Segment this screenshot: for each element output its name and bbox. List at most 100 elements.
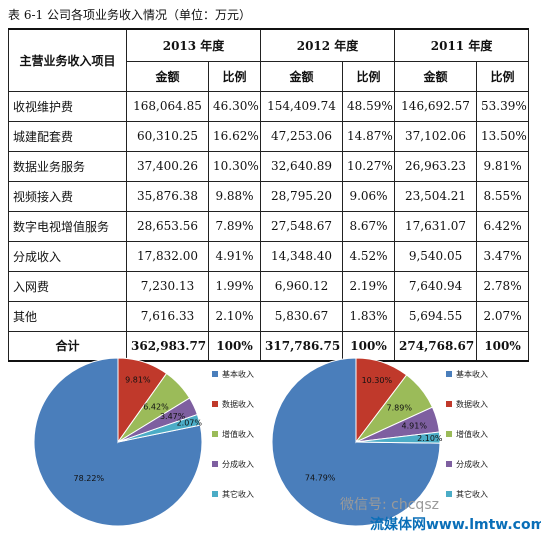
table-row: 视频接入费 35,876.38 9.88% 28,795.20 9.06% 23,504.… xyxy=(8,180,530,212)
pie-slice xyxy=(117,413,201,443)
pie-data-label: 7.89% xyxy=(387,403,413,412)
year-header: 2011 年度 xyxy=(394,28,530,62)
pie-chart-1: 78.22% 9.81% 6.42%3.47%2.07% 基本收入数据收入增值收入分成… xyxy=(33,357,254,527)
legend-label: 增值收入 xyxy=(222,429,254,439)
amount-cell: 362,983.77 xyxy=(126,330,209,362)
table-row: 数据业务服务 37,400.26 10.30% 32,640.89 10.27% 26,9… xyxy=(8,150,530,182)
ratio-cell: 1.83% xyxy=(342,300,396,332)
ratio-cell: 9.88% xyxy=(207,180,262,212)
legend-label: 分成收入 xyxy=(222,459,254,469)
legend-swatch xyxy=(212,431,218,437)
item-name: 入网费 xyxy=(8,270,127,302)
legend-label: 基本收入 xyxy=(222,369,254,379)
item-name: 其他 xyxy=(8,300,127,332)
pie-data-label: 10.30% xyxy=(362,376,393,385)
amount-cell: 14,348.40 xyxy=(260,240,344,272)
ratio-cell: 2.19% xyxy=(342,270,396,302)
amount-cell: 32,640.89 xyxy=(260,150,344,182)
legend-swatch xyxy=(212,401,218,407)
ratio-cell: 6.42% xyxy=(476,210,530,242)
amount-cell: 7,230.13 xyxy=(126,270,209,302)
ratio-cell: 10.27% xyxy=(342,150,396,182)
legend-label: 基本收入 xyxy=(456,369,488,379)
amount-cell: 5,830.67 xyxy=(260,300,344,332)
ratio-cell: 4.91% xyxy=(207,240,262,272)
ratio-cell: 8.55% xyxy=(476,180,530,212)
amount-cell: 317,786.75 xyxy=(260,330,344,362)
amount-cell: 28,795.20 xyxy=(260,180,344,212)
item-name: 数据业务服务 xyxy=(8,150,127,182)
ratio-cell: 14.87% xyxy=(342,120,396,152)
watermark-site: 流媒体网www.lmtw.com xyxy=(370,517,541,533)
legend-swatch xyxy=(446,431,452,437)
item-name: 视频接入费 xyxy=(8,180,127,212)
table-row: 数字电视增值服务 28,653.56 7.89% 27,548.67 8.67% 17,6… xyxy=(8,210,530,242)
table-caption: 表 6-1 公司各项业务收入情况（单位：万元） xyxy=(8,8,251,22)
watermark-wechat: 微信号: chcqsz xyxy=(340,497,439,513)
pie-chart-2: 74.79% 10.30% 7.89% 4.91% 2.10% 基本收入数据收入增值收入分… xyxy=(271,357,488,527)
ratio-cell: 7.89% xyxy=(207,210,262,242)
table-row: 其他 7,616.33 2.10% 5,830.67 1.83% 5,694.55 2.07… xyxy=(8,300,530,332)
ratio-cell: 100% xyxy=(476,330,530,362)
ratio-header: 比例 xyxy=(476,60,530,92)
ratio-header: 比例 xyxy=(207,60,262,92)
amount-cell: 154,409.74 xyxy=(260,90,344,122)
total-label: 合计 xyxy=(8,330,127,362)
amount-header: 金额 xyxy=(126,60,209,92)
year-header: 2013 年度 xyxy=(125,28,262,62)
pie-slice xyxy=(355,431,441,444)
pie-data-label: 4.91% xyxy=(402,422,428,431)
legend-swatch xyxy=(446,371,452,377)
item-name: 分成收入 xyxy=(8,240,127,272)
ratio-cell: 4.52% xyxy=(342,240,396,272)
legend-label: 数据收入 xyxy=(222,399,254,409)
amount-cell: 17,832.00 xyxy=(126,240,209,272)
amount-cell: 27,548.67 xyxy=(260,210,344,242)
pie-slice xyxy=(33,357,203,527)
legend-label: 数据收入 xyxy=(456,399,488,409)
legend-label: 其它收入 xyxy=(222,489,254,499)
ratio-cell: 48.59% xyxy=(342,90,396,122)
pie-charts-svg: 78.22% 9.81% 6.42%3.47%2.07% 基本收入数据收入增值收入分成… xyxy=(33,357,488,527)
amount-cell: 60,310.25 xyxy=(126,120,209,152)
ratio-cell: 3.47% xyxy=(476,240,530,272)
table-row: 入网费 7,230.13 1.99% 6,960.12 2.19% 7,640.94 2.7… xyxy=(8,270,530,302)
legend-swatch xyxy=(212,371,218,377)
table-row: 城建配套费 60,310.25 16.62% 47,253.06 14.87% 37,10… xyxy=(8,120,530,152)
revenue-table: 主营业务收入项目 2013 年度 2012 年度 2011 年度 金额 比例 金… xyxy=(8,28,530,362)
legend-label: 分成收入 xyxy=(456,459,488,469)
pie-data-label: 9.81% xyxy=(125,376,151,385)
ratio-cell: 2.78% xyxy=(476,270,530,302)
amount-cell: 37,400.26 xyxy=(126,150,209,182)
ratio-cell: 46.30% xyxy=(207,90,262,122)
table-row: 分成收入 17,832.00 4.91% 14,348.40 4.52% 9,540.05… xyxy=(8,240,530,272)
ratio-header: 比例 xyxy=(342,60,396,92)
ratio-cell: 10.30% xyxy=(207,150,262,182)
amount-cell: 26,963.23 xyxy=(394,150,478,182)
legend-swatch xyxy=(446,461,452,467)
item-name: 收视维护费 xyxy=(8,90,127,122)
pie-data-label: 3.47% xyxy=(160,412,186,421)
total-row: 合计 362,983.77 100% 317,786.75 100% 274,768.67… xyxy=(8,330,530,362)
amount-cell: 6,960.12 xyxy=(260,270,344,302)
amount-header: 金额 xyxy=(260,60,344,92)
pie-data-label: 78.22% xyxy=(74,474,105,483)
amount-cell: 9,540.05 xyxy=(394,240,478,272)
amount-cell: 37,102.06 xyxy=(394,120,478,152)
item-name: 城建配套费 xyxy=(8,120,127,152)
amount-cell: 28,653.56 xyxy=(126,210,209,242)
pie-data-label: 74.79% xyxy=(305,473,336,482)
pie-data-label: 6.42% xyxy=(143,402,169,411)
year-header: 2012 年度 xyxy=(260,28,396,62)
amount-cell: 146,692.57 xyxy=(394,90,478,122)
ratio-cell: 100% xyxy=(207,330,262,362)
item-name: 数字电视增值服务 xyxy=(8,210,127,242)
amount-cell: 168,064.85 xyxy=(126,90,209,122)
legend-swatch xyxy=(212,461,218,467)
row-header: 主营业务收入项目 xyxy=(8,28,127,92)
ratio-cell: 2.07% xyxy=(476,300,530,332)
ratio-cell: 13.50% xyxy=(476,120,530,152)
ratio-cell: 9.81% xyxy=(476,150,530,182)
amount-cell: 47,253.06 xyxy=(260,120,344,152)
